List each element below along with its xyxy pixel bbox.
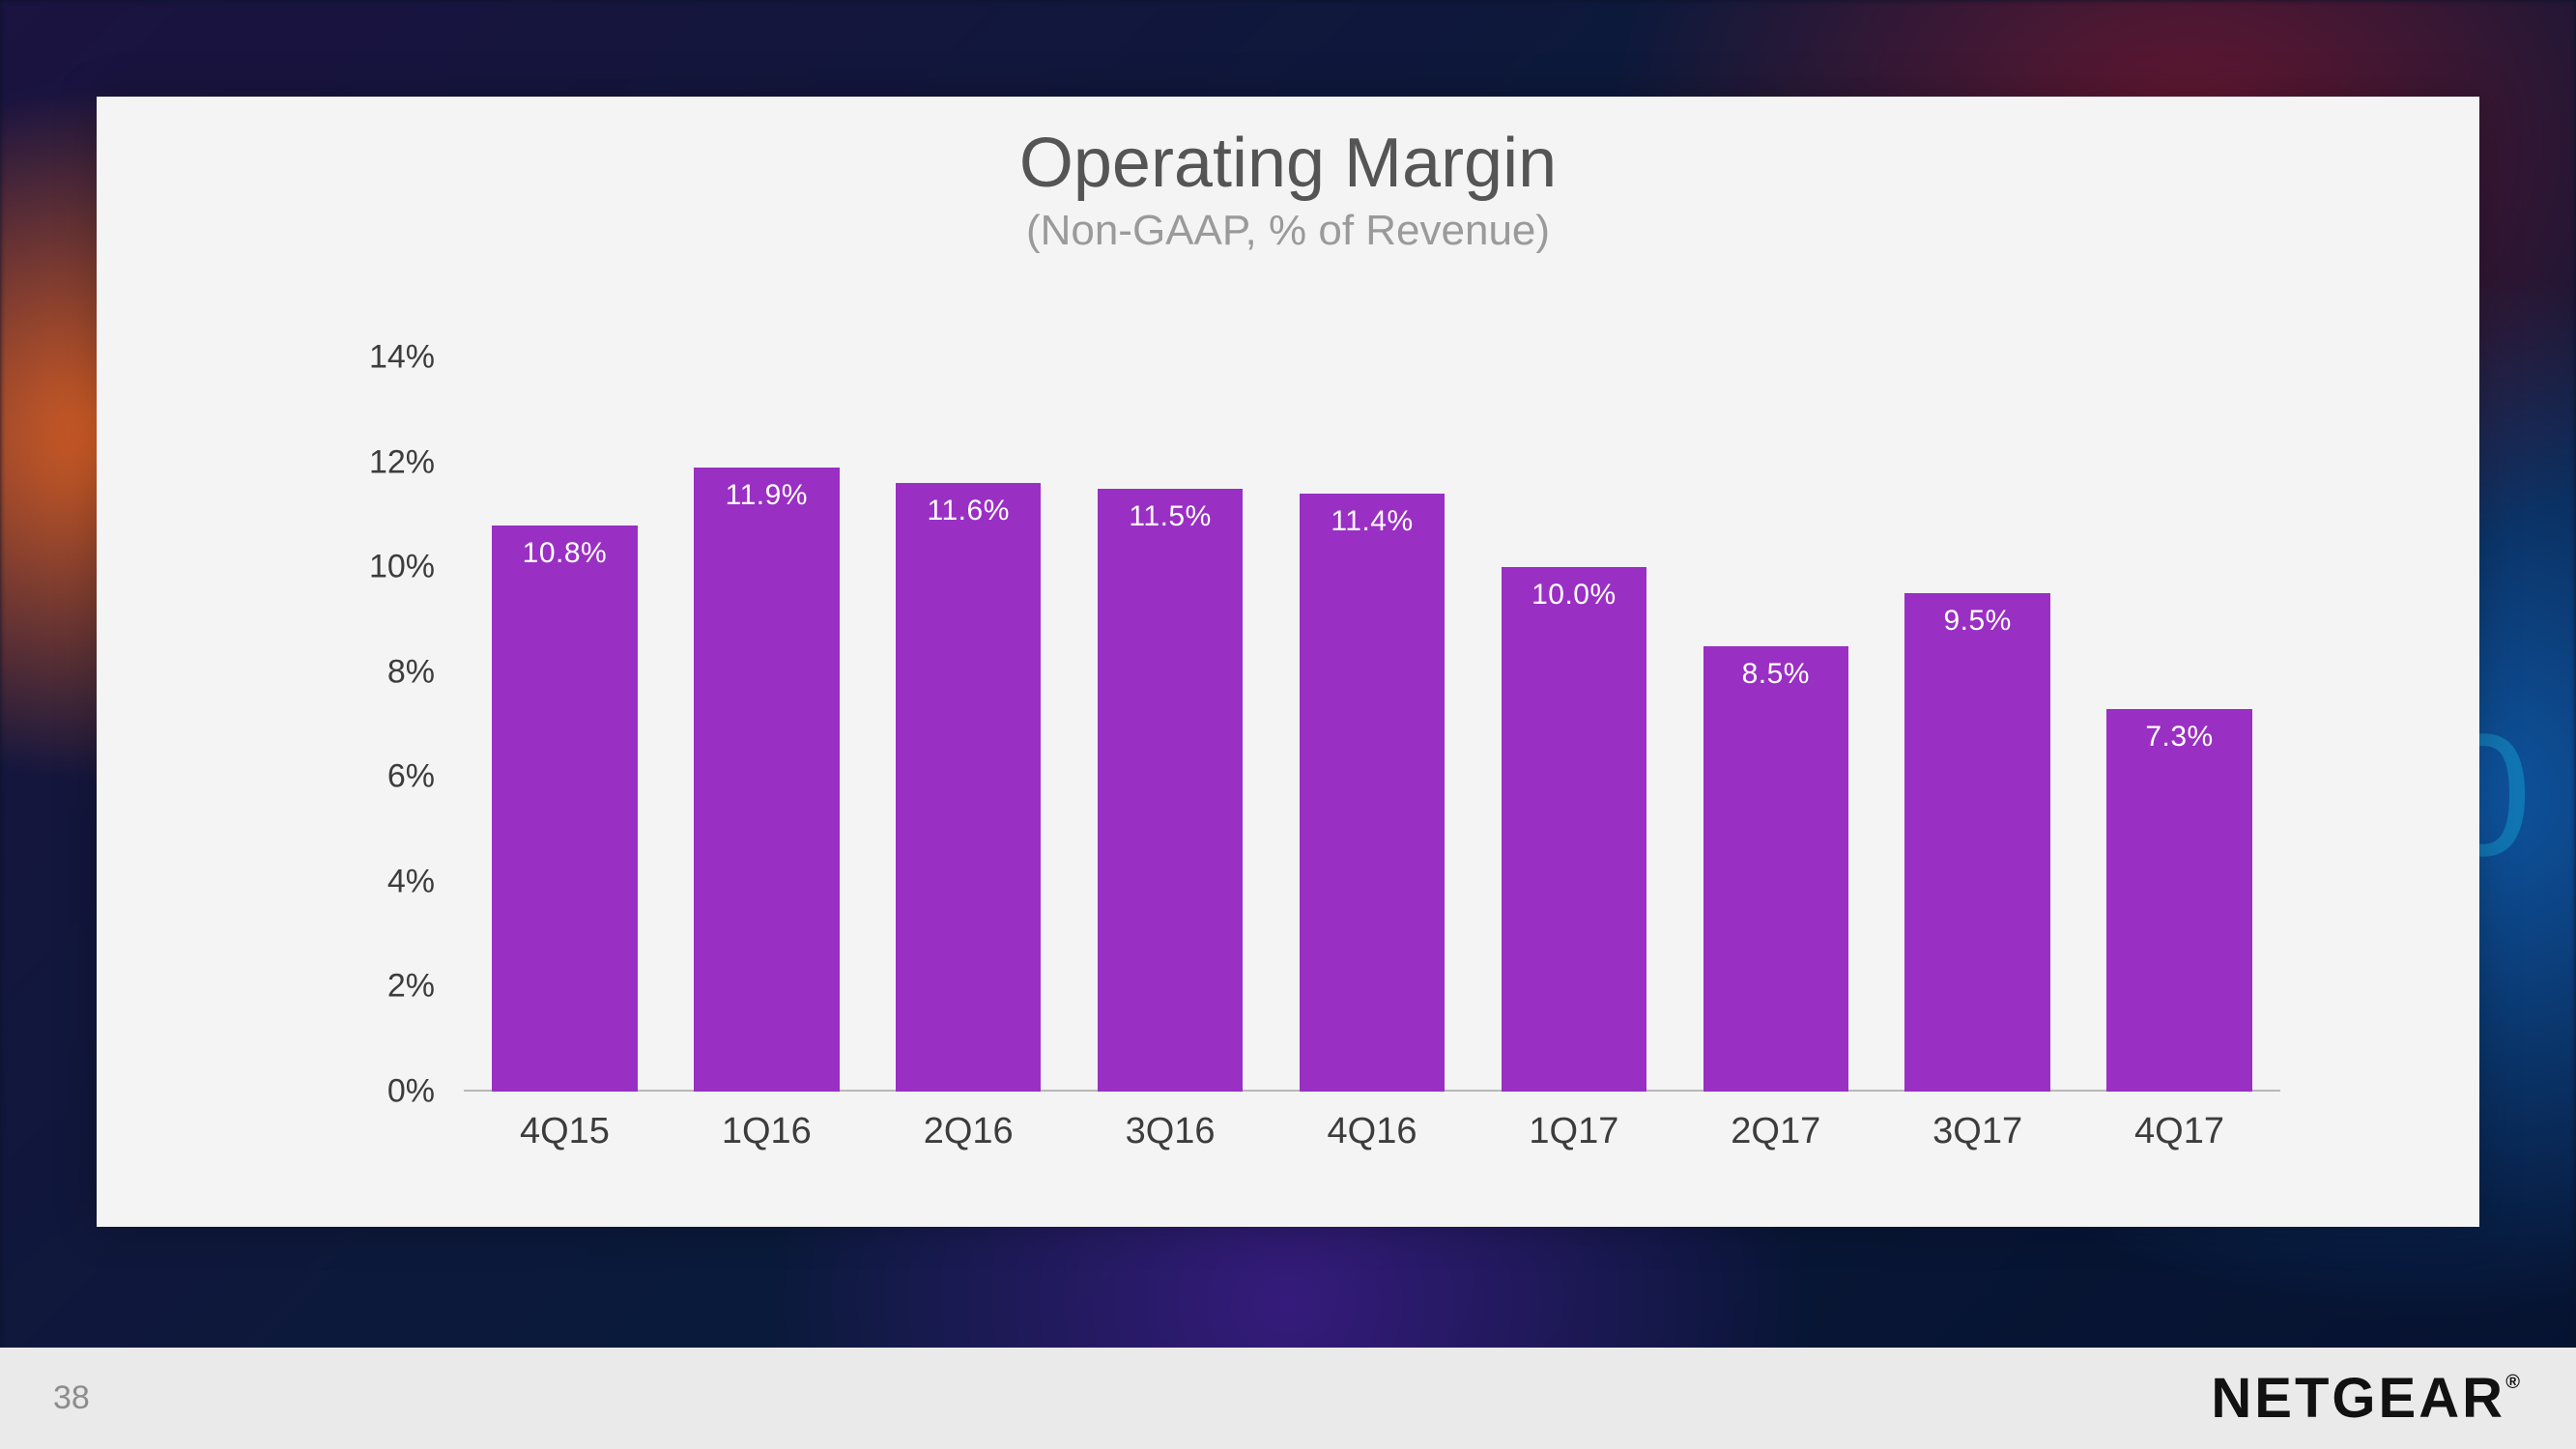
bar-slot: 9.5%3Q17 bbox=[1904, 357, 2049, 1092]
y-tick-label: 12% bbox=[369, 443, 435, 481]
bar-value-label: 11.4% bbox=[1300, 505, 1445, 538]
bar-slot: 8.5%2Q17 bbox=[1703, 357, 1848, 1092]
bar-value-label: 8.5% bbox=[1703, 658, 1848, 691]
y-tick-label: 0% bbox=[387, 1073, 435, 1111]
x-tick-label: 4Q15 bbox=[520, 1111, 610, 1152]
y-tick-label: 2% bbox=[387, 968, 435, 1006]
footer-bar: 38 NETGEAR® bbox=[0, 1348, 2576, 1449]
brand-registered: ® bbox=[2505, 1372, 2523, 1394]
slide-root: 1 0 1 0 1 0 0 0 Operating Margin (Non-GA… bbox=[0, 0, 2576, 1449]
brand-text: NETGEAR bbox=[2211, 1367, 2505, 1430]
bar-slot: 11.5%3Q16 bbox=[1098, 357, 1243, 1092]
y-tick-label: 6% bbox=[387, 758, 435, 796]
bar: 10.0% bbox=[1502, 567, 1646, 1092]
bar-value-label: 11.9% bbox=[694, 479, 839, 512]
bar-slot: 11.6%2Q16 bbox=[896, 357, 1041, 1092]
bar-slot: 10.8%4Q15 bbox=[492, 357, 637, 1092]
bar: 11.9% bbox=[694, 468, 839, 1092]
chart-panel: Operating Margin (Non-GAAP, % of Revenue… bbox=[97, 97, 2479, 1227]
bar: 11.6% bbox=[896, 483, 1041, 1092]
bar: 9.5% bbox=[1904, 593, 2049, 1092]
bar: 10.8% bbox=[492, 526, 637, 1092]
x-tick-label: 4Q16 bbox=[1328, 1111, 1417, 1152]
y-tick-label: 4% bbox=[387, 863, 435, 900]
bar-value-label: 10.8% bbox=[492, 537, 637, 570]
bar-slot: 10.0%1Q17 bbox=[1502, 357, 1646, 1092]
bar-slot: 11.9%1Q16 bbox=[694, 357, 839, 1092]
bar: 7.3% bbox=[2106, 709, 2251, 1092]
bar: 11.5% bbox=[1098, 489, 1243, 1092]
chart-subtitle: (Non-GAAP, % of Revenue) bbox=[97, 207, 2479, 255]
brand-logo: NETGEAR® bbox=[2211, 1366, 2523, 1431]
x-tick-label: 1Q16 bbox=[722, 1111, 812, 1152]
y-tick-label: 14% bbox=[369, 339, 435, 377]
page-number: 38 bbox=[53, 1379, 90, 1417]
bar: 8.5% bbox=[1703, 646, 1848, 1092]
chart-title: Operating Margin bbox=[97, 124, 2479, 203]
bar-value-label: 7.3% bbox=[2106, 721, 2251, 753]
x-tick-label: 3Q16 bbox=[1126, 1111, 1216, 1152]
plot-area: 0%2%4%6%8%10%12%14%10.8%4Q1511.9%1Q1611.… bbox=[464, 357, 2280, 1092]
bar-value-label: 11.6% bbox=[896, 495, 1041, 527]
bar-slot: 11.4%4Q16 bbox=[1300, 357, 1445, 1092]
x-tick-label: 4Q17 bbox=[2134, 1111, 2224, 1152]
bar-value-label: 10.0% bbox=[1502, 579, 1646, 611]
y-tick-label: 8% bbox=[387, 653, 435, 691]
x-tick-label: 1Q17 bbox=[1529, 1111, 1618, 1152]
bar: 11.4% bbox=[1300, 494, 1445, 1092]
bar-slot: 7.3%4Q17 bbox=[2106, 357, 2251, 1092]
x-tick-label: 2Q16 bbox=[924, 1111, 1014, 1152]
bar-value-label: 11.5% bbox=[1098, 500, 1243, 533]
x-tick-label: 3Q17 bbox=[1932, 1111, 2022, 1152]
y-tick-label: 10% bbox=[369, 549, 435, 586]
x-tick-label: 2Q17 bbox=[1731, 1111, 1820, 1152]
bar-value-label: 9.5% bbox=[1904, 605, 2049, 638]
